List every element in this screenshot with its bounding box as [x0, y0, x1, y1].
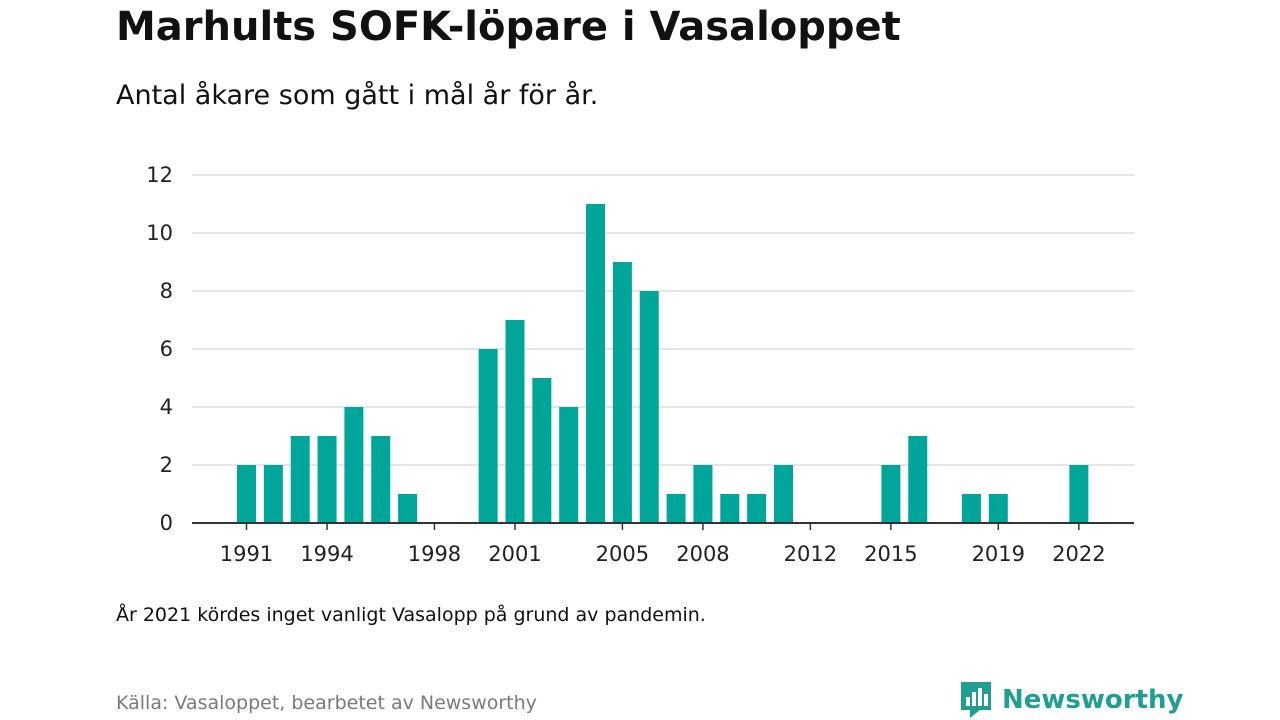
- bar-2000: [478, 349, 498, 523]
- bar-2001: [505, 320, 525, 523]
- x-tick-label: 2005: [596, 542, 649, 566]
- y-tick-label: 8: [160, 279, 173, 303]
- x-tick-label: 1998: [408, 542, 461, 566]
- y-axis-labels: 0 2 4 6 8 10 12: [146, 163, 173, 535]
- y-tick-label: 10: [146, 221, 173, 245]
- bar-1995: [344, 407, 364, 523]
- bar-2011: [774, 465, 793, 523]
- bar-1994: [317, 436, 337, 523]
- bar-2022: [1069, 465, 1089, 523]
- x-tick-label: 2012: [784, 542, 837, 566]
- bar-2007: [666, 494, 686, 523]
- y-tick-label: 2: [160, 453, 173, 477]
- bar-2006: [639, 291, 659, 523]
- bar-2005: [612, 262, 632, 523]
- newsworthy-logo-icon: [961, 682, 991, 718]
- bar-1991: [237, 465, 256, 523]
- bar-1997: [398, 494, 418, 523]
- bar-1993: [290, 436, 310, 523]
- bar-1996: [371, 436, 391, 523]
- x-tick-label: 2022: [1052, 542, 1105, 566]
- gridlines: [192, 174, 1134, 466]
- bar-chart: 0 2 4 6 8 10 12 1991 1994 1998 2001 2005 2008 2012 20…: [146, 163, 1134, 566]
- bar-2009: [720, 494, 740, 523]
- bar-2008: [693, 465, 713, 523]
- bar-2004: [586, 204, 606, 523]
- y-tick-label: 6: [160, 337, 173, 361]
- footnote: År 2021 kördes inget vanligt Vasalopp på…: [116, 604, 706, 626]
- x-tick-label: 1991: [220, 542, 273, 566]
- bar-2003: [559, 407, 579, 523]
- brand-logo[interactable]: Newsworthy: [958, 680, 1183, 720]
- x-tick-label: 2008: [676, 542, 729, 566]
- chart-title: Marhults SOFK-löpare i Vasaloppet: [116, 4, 901, 50]
- x-tick-label: 2019: [972, 542, 1025, 566]
- bar-2019: [988, 494, 1008, 523]
- chart-subtitle: Antal åkare som gått i mål år för år.: [116, 80, 599, 111]
- x-axis-labels: 1991 1994 1998 2001 2005 2008 2012 2015 2019 2022: [220, 523, 1106, 566]
- y-tick-label: 4: [160, 395, 173, 419]
- y-tick-label: 0: [160, 511, 173, 535]
- source-credit: Källa: Vasaloppet, bearbetet av Newswort…: [116, 692, 537, 714]
- brand-name: Newsworthy: [1002, 685, 1184, 715]
- bar-2015: [881, 465, 901, 523]
- bar-2010: [747, 494, 767, 523]
- bar-2018: [961, 494, 981, 523]
- bars: [237, 204, 1089, 523]
- bar-2002: [532, 378, 552, 523]
- x-tick-label: 2015: [864, 542, 917, 566]
- x-tick-label: 2001: [488, 542, 541, 566]
- x-tick-label: 1994: [300, 542, 353, 566]
- bar-2016: [908, 436, 928, 523]
- y-tick-label: 12: [146, 163, 173, 187]
- bar-1992: [263, 465, 283, 523]
